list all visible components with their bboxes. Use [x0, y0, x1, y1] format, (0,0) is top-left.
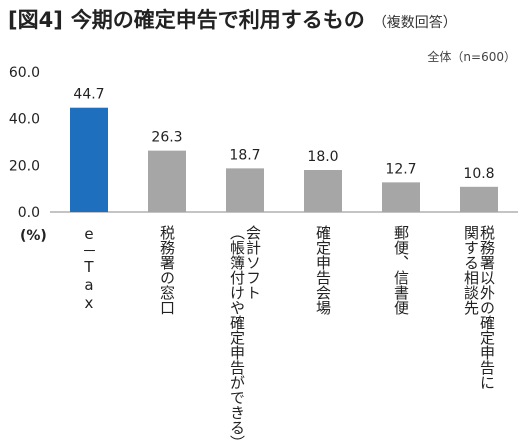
- category-label: 税務署以外の確定申告に: [478, 225, 496, 390]
- chart-subtitle: （複数回答）: [372, 15, 457, 31]
- data-label: 18.0: [307, 149, 338, 165]
- data-label: 44.7: [73, 87, 104, 103]
- data-label: 12.7: [385, 161, 416, 177]
- bar-3: [226, 168, 264, 212]
- data-label: 18.7: [229, 147, 260, 163]
- data-label: 26.3: [151, 130, 182, 146]
- chart-title: 今期の確定申告で利用するもの: [70, 8, 365, 32]
- category-label: e－Tax: [80, 225, 98, 312]
- sample-size-note: 全体（n=600）: [427, 50, 516, 64]
- y-tick-label: 20.0: [9, 158, 40, 174]
- category-label: （帳簿付けや確定申告ができる）: [228, 225, 246, 445]
- category-label: 会計ソフト: [244, 225, 262, 300]
- bar-6: [460, 186, 498, 212]
- bar-1: [70, 107, 108, 212]
- y-tick-label: 0.0: [18, 205, 40, 221]
- category-label: 郵便、信書便: [392, 225, 410, 316]
- y-tick-label: 60.0: [9, 65, 40, 81]
- category-label: 税務署の窓口: [158, 225, 176, 315]
- bar-4: [304, 170, 342, 212]
- bar-5: [382, 182, 420, 212]
- category-label: 確定申告会場: [314, 225, 332, 315]
- category-label: 関する相談先: [462, 225, 480, 316]
- data-label: 10.8: [463, 166, 494, 182]
- unit-label: (%): [20, 228, 47, 244]
- chart-title-row: [図4] 今期の確定申告で利用するもの （複数回答）: [8, 4, 457, 38]
- bar-2: [148, 150, 186, 212]
- y-tick-label: 40.0: [9, 112, 40, 128]
- figure-number: [図4]: [8, 8, 63, 32]
